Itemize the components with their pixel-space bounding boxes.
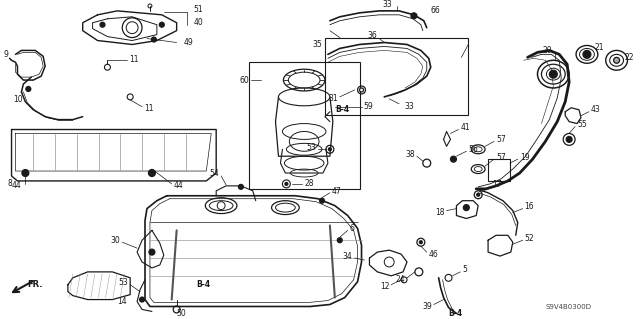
Text: 16: 16 bbox=[525, 202, 534, 211]
Circle shape bbox=[148, 170, 156, 176]
Circle shape bbox=[285, 182, 288, 185]
Circle shape bbox=[583, 50, 591, 58]
Circle shape bbox=[566, 137, 572, 142]
Text: 34: 34 bbox=[343, 252, 353, 261]
Text: 44: 44 bbox=[12, 182, 21, 190]
Text: B-4: B-4 bbox=[449, 309, 463, 318]
Bar bbox=[325, 38, 468, 115]
Text: 53: 53 bbox=[307, 143, 316, 152]
Text: 8: 8 bbox=[8, 179, 12, 189]
Text: 55: 55 bbox=[577, 120, 587, 129]
Text: 20: 20 bbox=[543, 46, 552, 55]
Circle shape bbox=[549, 70, 557, 78]
Text: 51: 51 bbox=[193, 5, 203, 14]
Text: 43: 43 bbox=[591, 105, 601, 114]
Circle shape bbox=[319, 198, 324, 203]
Text: 44: 44 bbox=[173, 182, 184, 190]
Text: 57: 57 bbox=[496, 135, 506, 144]
Text: 66: 66 bbox=[431, 6, 440, 15]
Circle shape bbox=[328, 148, 332, 151]
Text: 52: 52 bbox=[525, 234, 534, 243]
Text: FR.: FR. bbox=[28, 280, 43, 289]
Text: 57: 57 bbox=[496, 153, 506, 162]
Bar bbox=[488, 159, 510, 181]
Text: 35: 35 bbox=[312, 40, 322, 49]
Circle shape bbox=[159, 22, 164, 27]
Text: 11: 11 bbox=[144, 104, 154, 113]
Text: 53: 53 bbox=[118, 278, 128, 287]
Text: 30: 30 bbox=[111, 236, 120, 245]
Text: 22: 22 bbox=[625, 53, 634, 62]
Circle shape bbox=[451, 156, 456, 162]
Text: 31: 31 bbox=[328, 94, 338, 103]
Text: B-4: B-4 bbox=[335, 105, 349, 114]
Text: 59: 59 bbox=[364, 102, 373, 111]
Circle shape bbox=[140, 297, 145, 302]
Circle shape bbox=[22, 170, 29, 176]
Circle shape bbox=[149, 249, 155, 255]
Text: 49: 49 bbox=[184, 38, 193, 47]
Text: 21: 21 bbox=[595, 43, 604, 52]
Text: 33: 33 bbox=[383, 0, 392, 10]
Text: B-4: B-4 bbox=[196, 280, 211, 289]
Text: 60: 60 bbox=[239, 76, 249, 85]
Text: 38: 38 bbox=[405, 150, 415, 159]
Text: 5: 5 bbox=[462, 265, 467, 274]
Text: 6: 6 bbox=[349, 224, 355, 233]
Text: 28: 28 bbox=[304, 179, 314, 189]
Text: 40: 40 bbox=[193, 18, 203, 27]
Text: 17: 17 bbox=[492, 180, 502, 189]
Text: 14: 14 bbox=[117, 297, 127, 306]
Text: 39: 39 bbox=[422, 302, 432, 311]
Circle shape bbox=[26, 86, 31, 92]
Text: 10: 10 bbox=[13, 95, 23, 104]
Circle shape bbox=[337, 238, 342, 243]
Text: 56: 56 bbox=[468, 145, 478, 154]
Circle shape bbox=[360, 88, 364, 92]
Circle shape bbox=[100, 22, 105, 27]
Text: 36: 36 bbox=[367, 31, 378, 40]
Text: 47: 47 bbox=[332, 187, 342, 196]
Text: 11: 11 bbox=[129, 55, 139, 64]
Text: 12: 12 bbox=[380, 282, 389, 291]
Circle shape bbox=[463, 205, 469, 211]
Text: 54: 54 bbox=[209, 168, 219, 177]
Text: 24: 24 bbox=[396, 275, 405, 284]
Circle shape bbox=[477, 193, 479, 196]
Text: S9V4B0300D: S9V4B0300D bbox=[545, 304, 591, 310]
Text: 33: 33 bbox=[404, 102, 414, 111]
Circle shape bbox=[152, 37, 156, 42]
Text: 9: 9 bbox=[4, 50, 8, 59]
Text: 19: 19 bbox=[520, 153, 529, 162]
Circle shape bbox=[411, 13, 417, 19]
Circle shape bbox=[614, 57, 620, 63]
Circle shape bbox=[239, 184, 243, 189]
Text: 41: 41 bbox=[460, 123, 470, 132]
Text: 46: 46 bbox=[429, 249, 438, 259]
Bar bbox=[249, 62, 360, 189]
Text: 50: 50 bbox=[177, 309, 186, 318]
Circle shape bbox=[419, 241, 422, 244]
Text: 18: 18 bbox=[435, 208, 445, 217]
